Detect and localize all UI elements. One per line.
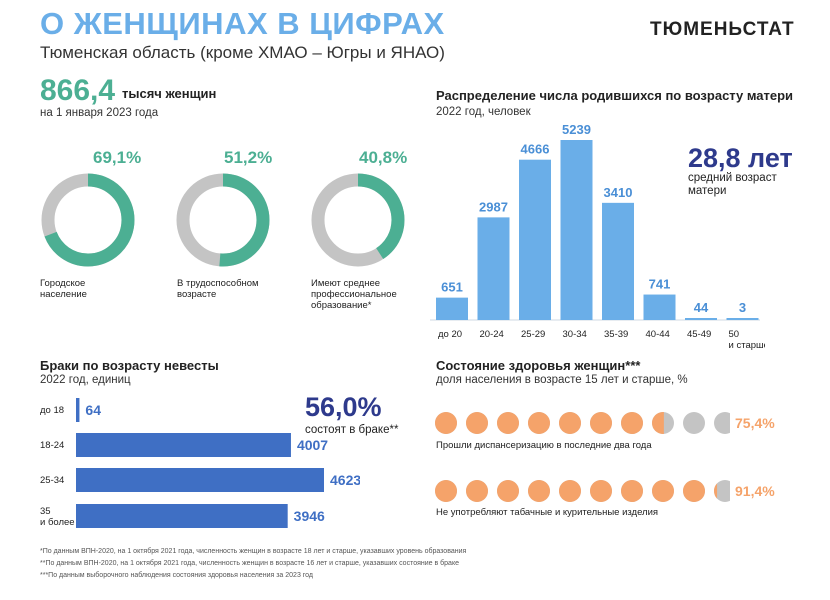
health-subtitle: доля населения в возрасте 15 лет и старш… <box>436 374 688 386</box>
donut-urban-caption: Городское население <box>40 278 87 300</box>
births-chart: 651 до 20 2987 20-24 4666 25-29 5239 30-34 3410 3… <box>430 122 766 351</box>
health-title: Состояние здоровья женщин*** <box>436 358 641 373</box>
marriage-chart-title: Браки по возрасту невесты <box>40 358 219 373</box>
donut-urban <box>41 173 135 267</box>
marriage-bar <box>76 398 80 422</box>
women-count-unit: тысяч женщин <box>122 86 217 101</box>
births-category-label: 45-49 <box>687 329 711 340</box>
women-count-date: на 1 января 2023 года <box>40 107 159 119</box>
donut-education-arc <box>311 173 405 267</box>
health-dot-fill <box>559 412 581 434</box>
page-subtitle: Тюменская область (кроме ХМАО – Югры и Я… <box>40 43 445 62</box>
donut-working-pct: 51,2% <box>224 148 273 167</box>
health-dot-fill <box>528 412 550 434</box>
donut-education-pct: 40,8% <box>359 148 408 167</box>
health-nonsmoking-pct: 91,4% <box>735 483 775 499</box>
health-dot-fill <box>652 480 674 502</box>
births-category-label: 20-24 <box>480 329 504 340</box>
donut-education-caption: Имеют среднее профессиональное образован… <box>311 278 397 311</box>
footnote-3: ***По данным выборочного наблюдения сост… <box>40 572 313 579</box>
women-count: 866,4 <box>40 74 116 107</box>
footnote-1: *По данным ВПН-2020, на 1 октября 2021 г… <box>40 548 467 555</box>
health-dots-checkup <box>435 412 730 434</box>
health-dot-fill <box>652 412 664 434</box>
marriage-value-label: 3946 <box>294 508 325 524</box>
births-category-label: до 20 <box>438 329 462 340</box>
births-bar <box>436 297 468 320</box>
health-nonsmoking-caption: Не употребляют табачные и курительные из… <box>436 507 659 518</box>
births-value-label: 741 <box>649 277 671 292</box>
marriage-category-label: до 18 <box>40 405 64 416</box>
mother-age-value: 28,8 лет <box>688 143 793 173</box>
health-dot-bg <box>714 480 730 502</box>
births-bar <box>643 294 676 320</box>
donut-urban-arc <box>41 173 135 267</box>
births-chart-title: Распределение числа родившихся по возрас… <box>436 88 794 103</box>
marriage-value-label: 4007 <box>297 437 328 453</box>
marriage-chart: 64 до 18 4007 18-24 4623 25-34 3946 35 и более <box>40 398 360 528</box>
health-dot-bg <box>683 412 705 434</box>
health-dot-fill <box>590 412 612 434</box>
births-category-label: 40-44 <box>646 329 670 340</box>
health-dot-fill <box>435 412 457 434</box>
married-note: состоят в браке** <box>305 424 399 436</box>
married-value: 56,0% <box>305 392 382 422</box>
mother-age-note: средний возраст матери <box>688 172 777 197</box>
births-value-label: 4666 <box>521 142 550 157</box>
footnote-2: **По данным ВПН-2020, на 1 октября 2021 … <box>40 560 459 567</box>
health-dot-fill <box>466 480 488 502</box>
donut-working <box>176 173 270 267</box>
births-category-label: 30-34 <box>563 329 587 340</box>
marriage-value-label: 64 <box>85 402 101 418</box>
health-dot-fill <box>528 480 550 502</box>
births-category-label: 25-29 <box>521 329 545 340</box>
health-dot-fill <box>714 483 718 499</box>
health-dot-fill <box>466 412 488 434</box>
health-dots-nonsmoking <box>435 480 730 502</box>
donut-working-caption: В трудоспособном возрасте <box>177 278 259 300</box>
births-chart-subtitle: 2022 год, человек <box>436 106 531 118</box>
births-value-label: 3 <box>739 300 746 315</box>
brand-logo: ТЮМЕНЬСТАТ <box>650 19 795 40</box>
marriage-category-label: 35 и более <box>40 506 75 528</box>
births-value-label: 2987 <box>479 199 508 214</box>
marriage-bar <box>76 468 324 492</box>
births-bar <box>726 318 759 320</box>
health-dot-fill <box>683 480 705 502</box>
births-value-label: 651 <box>441 280 463 295</box>
health-dot-bg <box>714 412 730 434</box>
health-dot-fill <box>559 480 581 502</box>
births-category-label: 50 и старше <box>729 329 766 351</box>
health-dot-fill <box>621 480 643 502</box>
marriage-value-label: 4623 <box>330 472 360 488</box>
marriage-category-label: 18-24 <box>40 440 64 451</box>
marriage-bar <box>76 504 288 528</box>
births-bar <box>477 217 510 320</box>
births-category-label: 35-39 <box>604 329 628 340</box>
donut-working-arc <box>176 173 270 267</box>
births-bar <box>560 140 593 320</box>
health-dot-fill <box>497 480 519 502</box>
births-bar <box>519 159 551 320</box>
health-checkup-caption: Прошли диспансеризацию в последние два г… <box>436 440 652 451</box>
health-checkup-pct: 75,4% <box>735 415 775 431</box>
health-dot-fill <box>497 412 519 434</box>
marriage-category-label: 25-34 <box>40 475 64 486</box>
births-value-label: 3410 <box>604 185 633 200</box>
donut-urban-pct: 69,1% <box>93 148 142 167</box>
births-value-label: 5239 <box>562 122 591 137</box>
births-bar <box>602 202 634 320</box>
marriage-chart-subtitle: 2022 год, единиц <box>40 374 131 386</box>
births-bar <box>685 318 717 320</box>
health-dot-fill <box>435 480 457 502</box>
births-value-label: 44 <box>694 300 709 315</box>
health-dot-fill <box>590 480 612 502</box>
health-dot-fill <box>621 412 643 434</box>
donut-education <box>311 173 405 267</box>
marriage-bar <box>76 433 291 457</box>
page-title: О ЖЕНЩИНАХ В ЦИФРАХ <box>40 6 445 41</box>
